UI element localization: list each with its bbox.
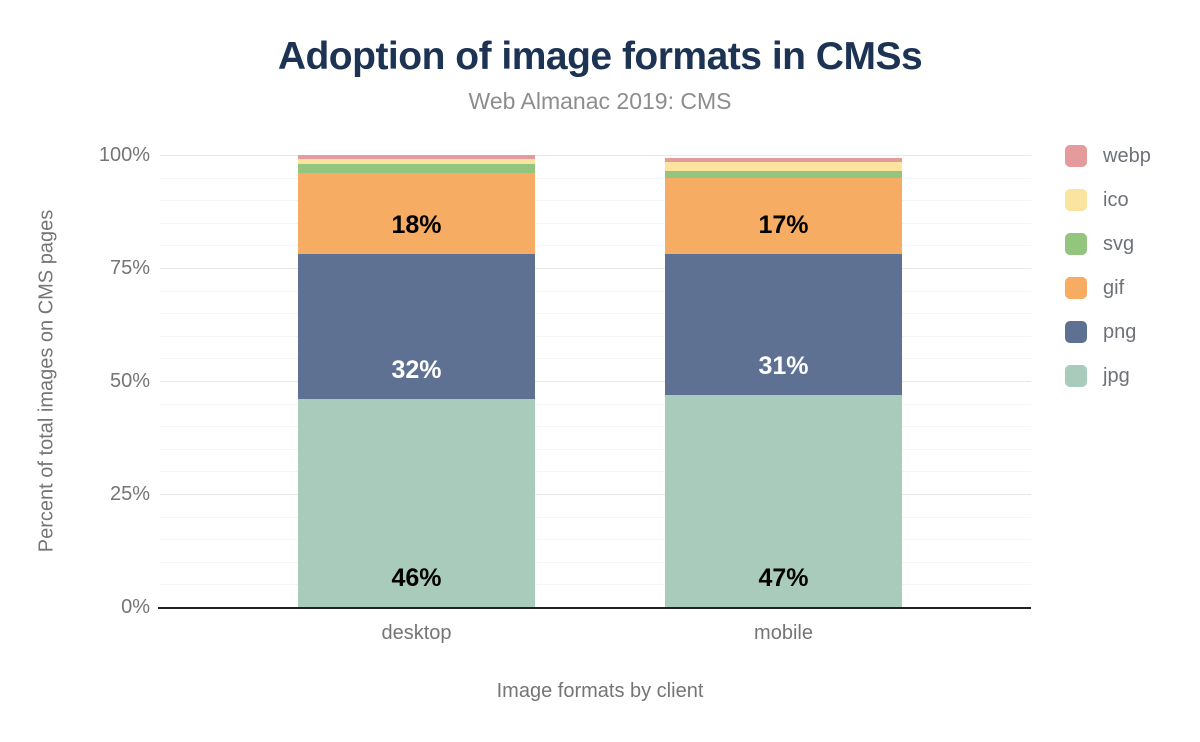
x-axis-title: Image formats by client	[496, 680, 704, 702]
legend-label-png: png	[1103, 321, 1137, 343]
bar-segment-ico-desktop	[298, 158, 535, 165]
bar-segment-svg-desktop	[298, 164, 535, 174]
gridline-minor	[160, 517, 1031, 518]
bar-segment-webp-mobile	[665, 157, 902, 163]
legend-item-png: png	[1065, 321, 1195, 343]
bar-segment-ico-mobile	[665, 162, 902, 171]
x-tick-label-mobile: mobile	[754, 622, 813, 644]
gridline-minor	[160, 336, 1031, 337]
gridline-minor	[160, 449, 1031, 450]
legend-swatch-ico	[1065, 189, 1087, 211]
legend-item-svg: svg	[1065, 233, 1195, 255]
legend-swatch-jpg	[1065, 365, 1087, 387]
legend-item-webp: webp	[1065, 145, 1195, 167]
bar-value-label-png-mobile: 31%	[758, 351, 809, 380]
gridline-minor	[160, 291, 1031, 292]
bar-segment-png-desktop	[298, 254, 535, 400]
bar-value-label-gif-mobile: 17%	[758, 211, 809, 240]
bar-segment-webp-desktop	[298, 155, 535, 159]
y-tick-label: 75%	[109, 257, 150, 279]
bar-segment-gif-desktop	[298, 173, 535, 255]
bar-segment-jpg-desktop	[298, 399, 535, 607]
gridline-minor	[160, 245, 1031, 246]
gridline-minor	[160, 178, 1031, 179]
gridline-minor	[160, 584, 1031, 585]
gridline-minor	[160, 471, 1031, 472]
bar-segment-png-mobile	[665, 254, 902, 395]
legend-swatch-svg	[1065, 233, 1087, 255]
bar-segment-svg-mobile	[665, 170, 902, 178]
y-tick-label: 0%	[121, 596, 150, 618]
legend-label-jpg: jpg	[1103, 365, 1130, 387]
gridline-minor	[160, 200, 1031, 201]
legend-swatch-webp	[1065, 145, 1087, 167]
bar-segment-gif-mobile	[665, 177, 902, 255]
gridline-major	[160, 155, 1031, 156]
y-tick-label: 25%	[109, 483, 150, 505]
y-tick-label: 100%	[98, 144, 150, 166]
bar-value-label-gif-desktop: 18%	[391, 211, 442, 240]
legend-swatch-gif	[1065, 277, 1087, 299]
legend-label-gif: gif	[1103, 277, 1125, 299]
gridline-minor	[160, 223, 1031, 224]
x-tick-label-desktop: desktop	[381, 622, 452, 644]
bar-value-label-jpg-desktop: 46%	[391, 564, 442, 592]
gridline-minor	[160, 562, 1031, 563]
legend-item-gif: gif	[1065, 277, 1195, 299]
bar-value-label-png-desktop: 32%	[391, 356, 442, 385]
y-tick-label: 50%	[109, 370, 150, 392]
legend-item-ico: ico	[1065, 189, 1195, 211]
bar-segment-jpg-mobile	[665, 394, 902, 607]
gridline-major	[160, 268, 1031, 269]
chart-subtitle: Web Almanac 2019: CMS	[468, 88, 732, 114]
gridline-minor	[160, 539, 1031, 540]
legend-item-jpg: jpg	[1065, 365, 1195, 387]
legend-label-webp: webp	[1103, 145, 1151, 167]
gridline-minor	[160, 358, 1031, 359]
bar-value-label-jpg-mobile: 47%	[758, 564, 809, 592]
legend-swatch-png	[1065, 321, 1087, 343]
gridline-minor	[160, 426, 1031, 427]
legend-label-svg: svg	[1103, 233, 1135, 255]
chart-title: Adoption of image formats in CMSs	[277, 35, 923, 78]
x-axis-line	[158, 607, 1031, 609]
gridline-minor	[160, 404, 1031, 405]
gridline-major	[160, 494, 1031, 495]
gridline-minor	[160, 313, 1031, 314]
gridline-major	[160, 381, 1031, 382]
legend-label-ico: ico	[1103, 189, 1129, 211]
